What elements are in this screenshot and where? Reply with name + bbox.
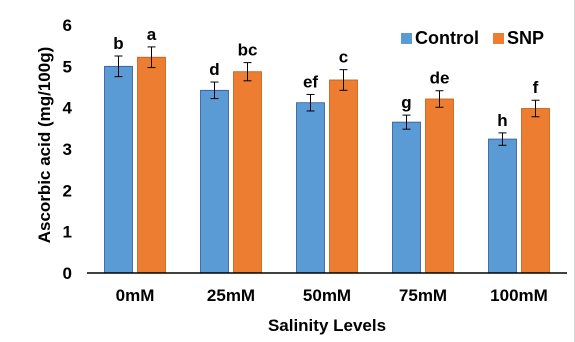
significance-letter: d bbox=[209, 60, 219, 79]
bar-control bbox=[392, 121, 421, 274]
y-tick-label: 4 bbox=[63, 99, 73, 118]
significance-letters-layer: b a dbc ef c gde h f bbox=[113, 25, 538, 130]
significance-letter: b bbox=[113, 34, 123, 53]
y-tick-label: 5 bbox=[63, 57, 72, 76]
y-tick-labels: 0 1 2 3 4 5 6 bbox=[63, 16, 73, 283]
significance-letter: a bbox=[147, 25, 157, 44]
bar-snp bbox=[233, 71, 262, 274]
x-tick-label: 75mM bbox=[399, 286, 447, 305]
significance-letter: de bbox=[430, 69, 450, 88]
significance-letter: bc bbox=[238, 41, 258, 60]
y-axis-label: Ascorbic acid (mg/100g) bbox=[35, 47, 54, 244]
error-bars-layer bbox=[114, 46, 540, 146]
bar-snp bbox=[137, 56, 166, 274]
legend-swatch-control bbox=[401, 33, 412, 44]
legend-swatch-snp bbox=[493, 33, 504, 44]
bars-layer bbox=[104, 56, 550, 274]
legend-label-control: Control bbox=[415, 28, 479, 48]
bar-control bbox=[104, 65, 133, 274]
significance-letter: h bbox=[497, 111, 507, 130]
x-tick-label: 25mM bbox=[207, 286, 255, 305]
x-tick-labels: 0mM 25mM 50mM 75mM 100mM bbox=[116, 286, 548, 305]
significance-letter: c bbox=[339, 48, 348, 67]
x-tick-label: 0mM bbox=[116, 286, 155, 305]
x-axis-label: Salinity Levels bbox=[268, 316, 386, 335]
x-tick-label: 100mM bbox=[490, 286, 548, 305]
significance-letter: ef bbox=[303, 72, 318, 91]
significance-letter: g bbox=[401, 93, 411, 112]
legend: Control SNP bbox=[401, 28, 544, 48]
y-tick-label: 2 bbox=[63, 181, 72, 200]
bar-snp bbox=[329, 79, 358, 274]
bar-snp bbox=[521, 108, 550, 274]
y-tick-label: 6 bbox=[63, 16, 72, 35]
y-tick-label: 1 bbox=[63, 223, 72, 242]
x-tick-label: 50mM bbox=[303, 286, 351, 305]
y-tick-label: 3 bbox=[63, 140, 72, 159]
bar-control bbox=[488, 138, 517, 274]
significance-letter: f bbox=[533, 78, 539, 97]
bar-control bbox=[200, 89, 229, 274]
legend-label-snp: SNP bbox=[507, 28, 544, 48]
y-tick-label: 0 bbox=[63, 264, 72, 283]
bar-snp bbox=[425, 98, 454, 274]
bar-control bbox=[296, 102, 325, 274]
